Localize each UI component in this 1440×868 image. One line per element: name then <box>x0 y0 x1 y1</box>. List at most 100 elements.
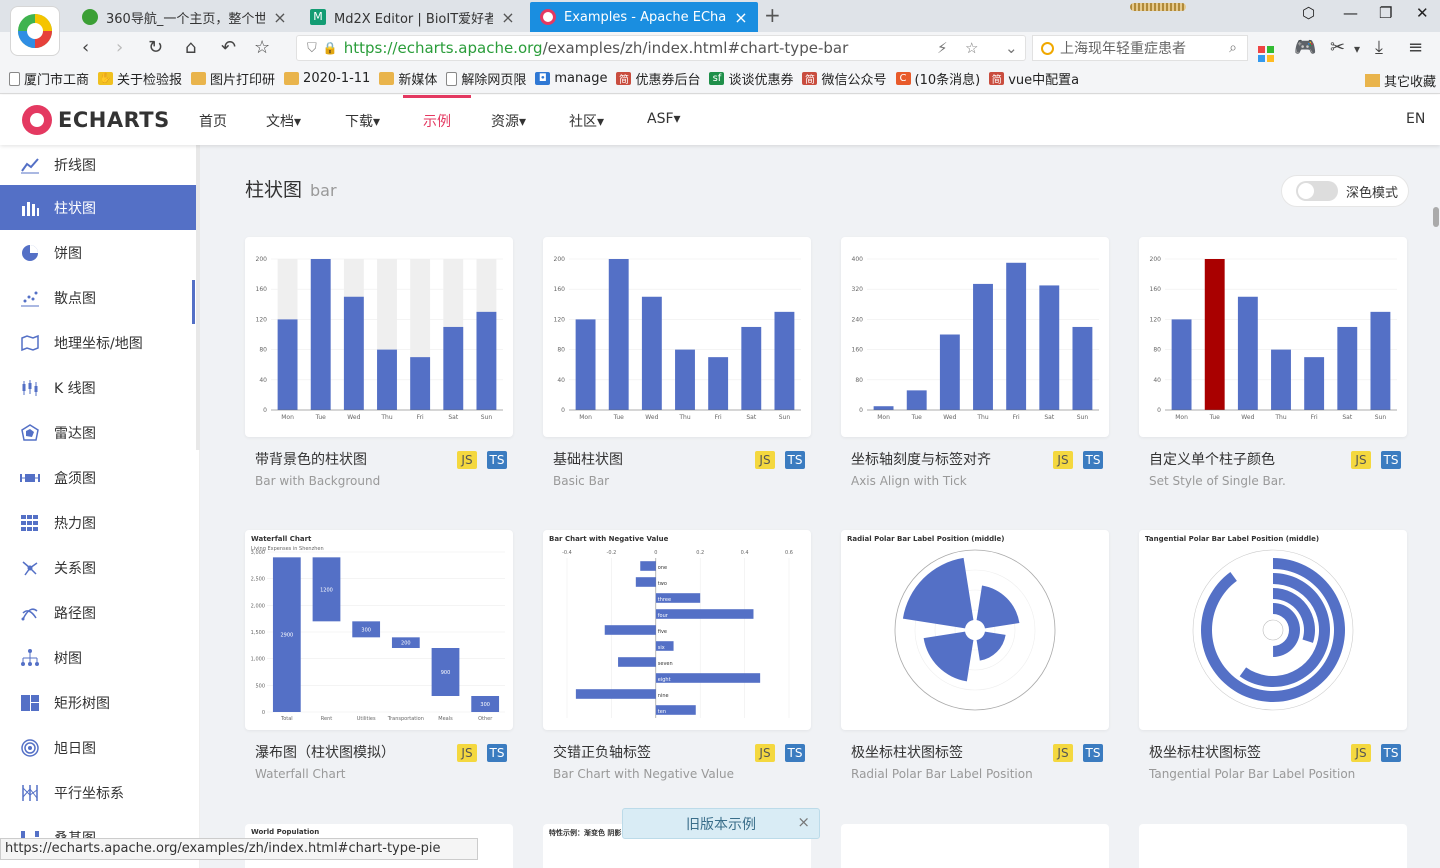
game-icon[interactable]: 🎮 <box>1294 37 1317 58</box>
bookmark-item[interactable]: 简微信公众号 <box>802 69 887 88</box>
ts-badge[interactable]: TS <box>1381 451 1401 469</box>
chevron-down-icon[interactable]: ⌄ <box>1005 39 1018 57</box>
sidebar-item-graph[interactable]: 关系图 <box>0 545 199 590</box>
example-card[interactable]: 0 40 80 120 160 200 Mon Tue Wed Thu Fri Sat Sun 带背景色的… <box>245 237 513 488</box>
close-icon[interactable]: × <box>797 813 810 831</box>
sidebar-item-boxplot[interactable]: 盒须图 <box>0 455 199 500</box>
sidebar-item-tree[interactable]: 树图 <box>0 635 199 680</box>
chevron-down-icon[interactable]: ▾ <box>1354 42 1361 56</box>
sidebar-scroll-thumb[interactable] <box>192 280 195 324</box>
chart-thumbnail[interactable]: Bar Chart with Negative Value -0.4 -0.2 0 0.… <box>543 530 811 730</box>
sidebar-item-line[interactable]: 折线图 <box>0 145 199 185</box>
example-card[interactable]: 0 40 80 120 160 200 Mon Tue Wed Thu Fri Sat Sun 基础柱状图… <box>543 237 811 488</box>
toggle-switch[interactable] <box>1296 181 1338 201</box>
js-badge[interactable]: JS <box>457 744 477 762</box>
ts-badge[interactable]: TS <box>785 451 805 469</box>
sidebar-scrollbar[interactable] <box>196 145 200 450</box>
chart-thumbnail[interactable]: Radial Polar Bar Label Position (middle) <box>841 530 1109 730</box>
sidebar-item-lines[interactable]: 路径图 <box>0 590 199 635</box>
apps-icon[interactable] <box>1258 39 1274 62</box>
js-badge[interactable]: JS <box>755 744 775 762</box>
sidebar-item-candlestick[interactable]: K 线图 <box>0 365 199 410</box>
address-bar[interactable]: ⛉ 🔒 https://echarts.apache.org/examples/… <box>296 35 1026 61</box>
example-card[interactable]: Radial Polar Bar Label Position (middle)… <box>841 530 1109 781</box>
sidebar-item-bar[interactable]: 柱状图 <box>0 185 199 230</box>
reload-icon[interactable]: ↻ <box>148 37 164 58</box>
ts-badge[interactable]: TS <box>1083 744 1103 762</box>
bookmark-item[interactable]: 新媒体 <box>379 69 437 88</box>
js-badge[interactable]: JS <box>457 451 477 469</box>
download-icon[interactable]: ⤓ <box>1375 37 1383 58</box>
nav-docs[interactable]: 文档▾ <box>266 114 302 130</box>
browser-tab-md2x[interactable]: M Md2X Editor | BioIT爱好者 × <box>300 2 525 32</box>
echarts-logo[interactable]: ECHARTS <box>22 105 170 135</box>
window-close-icon[interactable]: ✕ <box>1416 4 1429 22</box>
browser-tab-360[interactable]: 360导航_一个主页，整个世界 × <box>72 2 297 32</box>
chart-thumbnail[interactable]: 0 40 80 120 160 200 Mon Tue Wed Thu Fri Sat Sun <box>245 237 513 437</box>
js-badge[interactable]: JS <box>1351 451 1371 469</box>
other-bookmarks[interactable]: 其它收藏 <box>1364 71 1436 90</box>
nav-download[interactable]: 下载▾ <box>345 114 381 130</box>
chart-thumbnail[interactable]: 0 80 160 240 320 400 Mon Tue Wed Thu Fri Sat Sun <box>841 237 1109 437</box>
js-badge[interactable]: JS <box>1053 451 1073 469</box>
old-version-banner[interactable]: 旧版本示例 × <box>622 808 820 839</box>
bookmark-item[interactable]: sf 谈谈优惠券 <box>709 69 793 88</box>
sidebar-item-scatter[interactable]: 散点图 <box>0 275 199 320</box>
chart-thumbnail[interactable]: Tangential Polar Bar Label Position (mid… <box>1139 530 1407 730</box>
sidebar-item-radar[interactable]: 雷达图 <box>0 410 199 455</box>
bookmark-item[interactable]: ◘ manage <box>535 71 607 86</box>
sidebar-item-treemap[interactable]: 矩形树图 <box>0 680 199 725</box>
nav-asf[interactable]: ASF▾ <box>647 111 681 127</box>
browser-logo[interactable] <box>10 6 60 56</box>
js-badge[interactable]: JS <box>1053 744 1073 762</box>
bookmark-item[interactable]: C (10条消息) <box>895 69 980 88</box>
js-badge[interactable]: JS <box>755 451 775 469</box>
chart-thumbnail[interactable]: Waterfall Chart Living Expenses in Shenzh… <box>245 530 513 730</box>
sidebar-item-pie[interactable]: 饼图 <box>0 230 199 275</box>
sidebar-item-map[interactable]: 地理坐标/地图 <box>0 320 199 365</box>
example-card[interactable]: Tangential Polar Bar Label Position (mid… <box>1139 530 1407 781</box>
example-card-partial[interactable] <box>841 824 1109 868</box>
browser-tab-echarts[interactable]: Examples - Apache ECharts × <box>530 2 758 32</box>
chart-thumbnail[interactable]: 0 40 80 120 160 200 Mon Tue Wed Thu Fri Sat Sun <box>543 237 811 437</box>
nav-home[interactable]: 首页 <box>199 114 227 130</box>
example-card-partial[interactable] <box>1139 824 1407 868</box>
ts-badge[interactable]: TS <box>487 744 507 762</box>
bookmark-item[interactable]: 图片打印研 <box>191 69 275 88</box>
bookmark-item[interactable]: 厦门市工商 <box>9 69 89 88</box>
new-tab-icon[interactable]: + <box>764 3 781 27</box>
flash-icon[interactable]: ⚡ <box>937 39 948 57</box>
menu-icon[interactable]: ≡ <box>1408 37 1424 58</box>
scissors-icon[interactable]: ✂ <box>1330 37 1346 58</box>
home-icon[interactable]: ⌂ <box>185 37 197 58</box>
example-card[interactable]: Waterfall Chart Living Expenses in Shenzh… <box>245 530 513 781</box>
close-icon[interactable]: × <box>501 7 515 27</box>
nav-resources[interactable]: 资源▾ <box>491 114 527 130</box>
example-card[interactable]: 0 80 160 240 320 400 Mon Tue Wed Thu Fri Sat Sun 坐标轴刻… <box>841 237 1109 488</box>
favorite-icon[interactable]: ☆ <box>965 39 979 57</box>
example-card[interactable]: Bar Chart with Negative Value -0.4 -0.2 0 0.… <box>543 530 811 781</box>
ts-badge[interactable]: TS <box>487 451 507 469</box>
example-card[interactable]: 0 40 80 120 160 200 Mon Tue Wed Thu Fri Sat Sun 自定义单个… <box>1139 237 1407 488</box>
close-icon[interactable]: × <box>734 7 748 27</box>
close-icon[interactable]: × <box>273 7 287 27</box>
js-badge[interactable]: JS <box>1351 744 1371 762</box>
chart-thumbnail[interactable]: 0 40 80 120 160 200 Mon Tue Wed Thu Fri Sat Sun <box>1139 237 1407 437</box>
search-icon[interactable]: ⌕ <box>1229 40 1237 56</box>
bookmark-item[interactable]: 简优惠券后台 <box>616 69 700 88</box>
sidebar-item-sunburst[interactable]: 旭日图 <box>0 725 199 770</box>
dark-mode-toggle[interactable]: 深色模式 <box>1281 175 1409 207</box>
skin-icon[interactable]: ⬡ <box>1302 4 1316 22</box>
back-icon[interactable]: ‹ <box>82 37 90 58</box>
bookmark-item[interactable]: 简 vue中配置a <box>989 69 1079 88</box>
page-scrollbar[interactable] <box>1433 207 1439 227</box>
minimize-icon[interactable]: — <box>1343 4 1358 22</box>
sidebar-item-parallel[interactable]: 平行坐标系 <box>0 770 199 815</box>
forward-icon[interactable]: › <box>116 37 124 58</box>
bookmark-item[interactable]: 解除网页限 <box>446 69 526 88</box>
undo-icon[interactable]: ↶ <box>221 37 237 58</box>
nav-community[interactable]: 社区▾ <box>569 114 605 130</box>
bookmark-item[interactable]: ✋ 关于检验报 <box>98 72 183 88</box>
search-input[interactable]: 上海现年轻重症患者 ⌕ <box>1032 35 1248 61</box>
bookmark-star-icon[interactable]: ☆ <box>254 37 271 58</box>
